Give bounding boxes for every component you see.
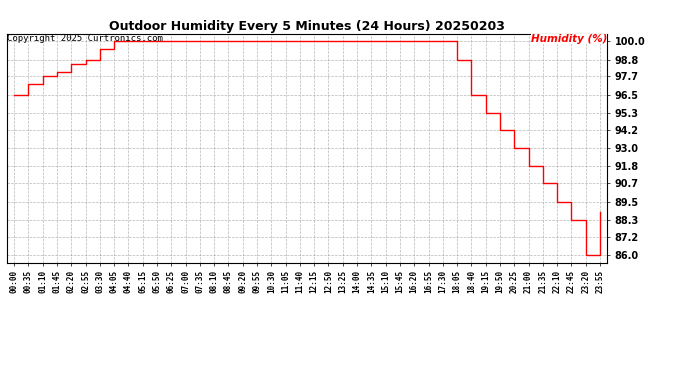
Text: Copyright 2025 Curtronics.com: Copyright 2025 Curtronics.com [7,34,163,43]
Title: Outdoor Humidity Every 5 Minutes (24 Hours) 20250203: Outdoor Humidity Every 5 Minutes (24 Hou… [109,20,505,33]
Text: Humidity (%): Humidity (%) [531,34,607,44]
